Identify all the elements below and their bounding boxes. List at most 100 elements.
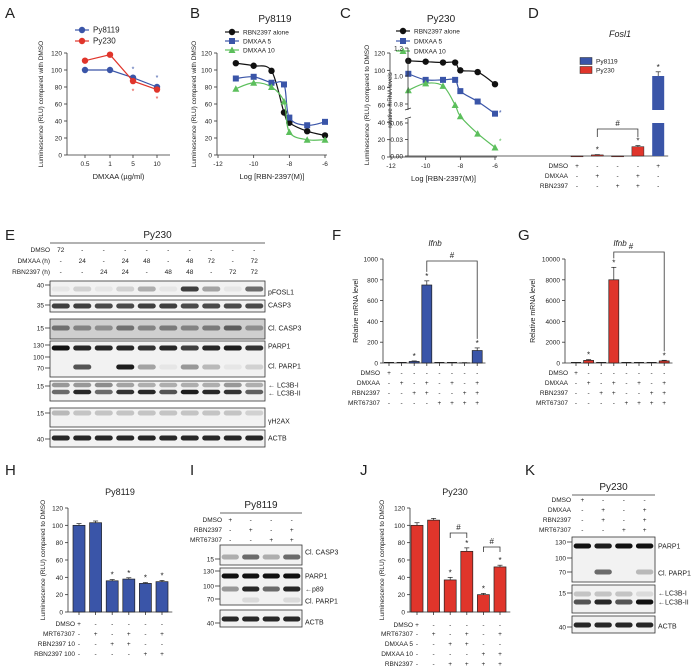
condition-sign: - — [433, 661, 435, 668]
series-line-0 — [408, 60, 496, 85]
condition-sign: - — [111, 651, 113, 658]
y-tick-label: 0 — [59, 610, 63, 617]
condition-sign: - — [613, 400, 615, 407]
y-tick-label: 40 — [55, 119, 63, 126]
significance-star: * — [498, 556, 501, 565]
condition-value: + — [643, 507, 647, 514]
legend-label: RBN2397 alone — [243, 30, 289, 37]
condition-value: - — [210, 269, 212, 276]
data-point-2 — [280, 97, 288, 105]
y-tick-label: 120 — [201, 51, 212, 58]
data-point-1 — [452, 76, 459, 83]
chart-title: Py230 — [427, 14, 456, 25]
condition-sign: + — [475, 380, 479, 387]
condition-sign: - — [401, 390, 403, 397]
blot-band — [245, 389, 264, 395]
condition-value: + — [269, 537, 273, 544]
significance-star: * — [132, 88, 135, 95]
y-tick-label: 100 — [51, 68, 62, 75]
y-axis-label: Luminescence (RLU) compared with DMSO — [38, 41, 45, 167]
blot-band — [94, 410, 113, 416]
x-tick-label: 1 — [108, 161, 112, 168]
blot-band — [116, 345, 135, 351]
blot-band — [137, 410, 156, 416]
condition-label: MRT67307 — [539, 527, 571, 534]
x-tick-label: -10 — [421, 163, 431, 170]
blot-band — [221, 616, 239, 622]
blot-band — [73, 364, 92, 370]
data-point-2 — [491, 143, 499, 151]
y-axis-label: Luminescence (RLU) compared with DMSO — [191, 41, 198, 167]
bar — [421, 284, 433, 364]
y-tick-label: 0 — [556, 361, 560, 368]
condition-sign: + — [662, 380, 666, 387]
panel-letter-g: G — [518, 227, 530, 244]
significance-star: * — [636, 137, 639, 146]
condition-value: - — [103, 258, 105, 265]
blot-band — [73, 286, 92, 292]
band-label: ←LC3B-I — [658, 591, 687, 598]
significance-star: * — [499, 139, 502, 146]
blot-strip — [571, 584, 656, 614]
condition-sign: - — [637, 163, 639, 170]
condition-sign: + — [595, 173, 599, 180]
bar — [571, 362, 581, 363]
data-point-0 — [81, 66, 89, 74]
blot-band — [159, 286, 178, 292]
condition-sign: - — [638, 390, 640, 397]
blot-band — [221, 554, 239, 560]
condition-label: DMXAA — [357, 380, 381, 387]
condition-value: 24 — [122, 269, 130, 276]
data-point-2 — [451, 101, 459, 108]
legend-label: DMXAA 10 — [414, 49, 446, 56]
band-label: PARP1 — [658, 544, 681, 551]
y-tick-label: 100 — [394, 523, 405, 530]
condition-label: DMSO — [56, 621, 76, 628]
blot-band — [223, 345, 242, 351]
data-point-2 — [422, 79, 430, 87]
y-tick-label: 40 — [378, 120, 386, 127]
panel-letter-c: C — [340, 5, 351, 22]
condition-sign: - — [416, 651, 418, 658]
condition-sign: + — [160, 631, 164, 638]
bar — [384, 362, 394, 363]
x-tick-label: 10 — [153, 161, 161, 168]
legend-marker — [78, 37, 86, 45]
condition-label: RBN2397 100 — [34, 651, 75, 658]
bar — [447, 362, 457, 363]
bar — [646, 362, 657, 363]
condition-sign: - — [651, 370, 653, 377]
condition-sign: - — [161, 621, 163, 628]
condition-sign: + — [575, 163, 579, 170]
mw-marker-label: 100 — [33, 355, 44, 362]
blot-band — [594, 599, 612, 605]
blot-band — [242, 586, 260, 592]
blot-band — [573, 599, 592, 605]
mw-marker-label: 130 — [555, 540, 566, 547]
condition-label: RBN2397 10 — [38, 641, 76, 648]
blot-band — [573, 543, 592, 549]
condition-value: 48 — [165, 269, 173, 276]
condition-sign: + — [662, 400, 666, 407]
blot-band — [245, 364, 264, 370]
condition-label: RBN2397 — [385, 661, 414, 668]
blot-band — [615, 599, 633, 605]
significance-star: * — [425, 272, 428, 281]
legend-label: DMXAA 5 — [243, 39, 272, 46]
significance-star: * — [160, 571, 163, 580]
condition-value: - — [581, 507, 583, 514]
data-point-0 — [439, 59, 447, 66]
blot-band — [262, 586, 280, 592]
blot-band — [242, 616, 260, 622]
condition-sign: + — [127, 631, 131, 638]
condition-sign: - — [416, 641, 418, 648]
y-tick-label: 1.0 — [394, 74, 403, 81]
x-axis-label: Log [RBN-2397(M)] — [411, 174, 476, 183]
condition-label: DMXAA (h) — [17, 258, 50, 265]
blot-band — [615, 543, 633, 549]
x-tick-label: -8 — [286, 161, 292, 168]
mw-marker-label: 15 — [37, 384, 45, 391]
blot-strip — [49, 380, 266, 402]
mw-marker-label: 70 — [37, 366, 45, 373]
